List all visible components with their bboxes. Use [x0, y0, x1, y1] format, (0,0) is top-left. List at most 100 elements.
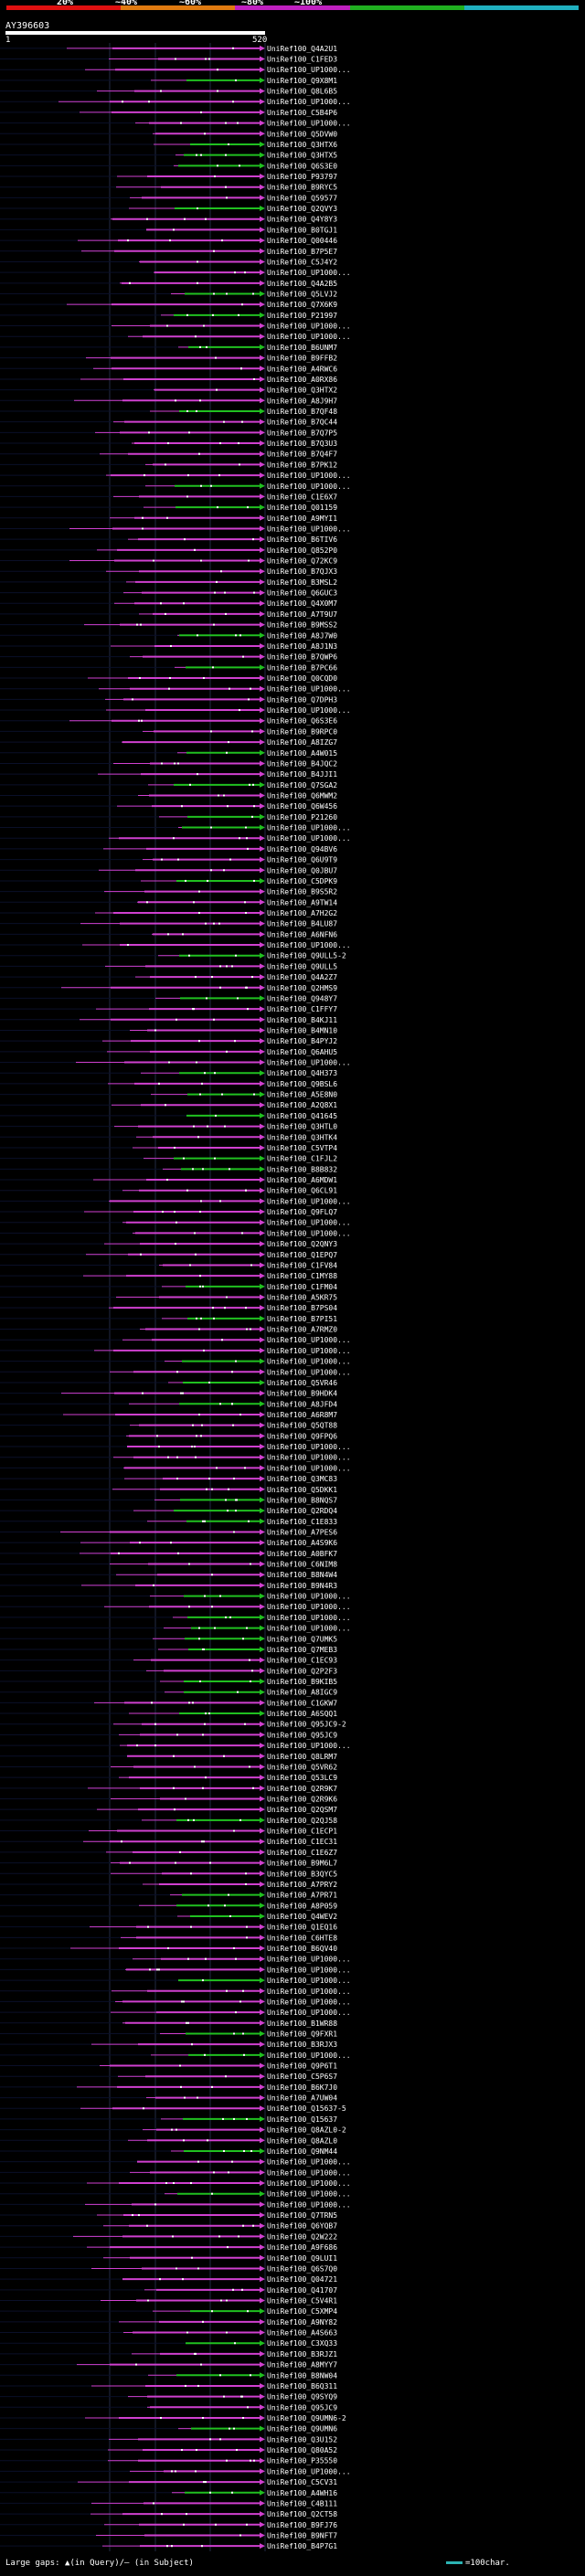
- hit-label[interactable]: UniRef100_C1FJL2: [267, 1155, 337, 1163]
- hit-label[interactable]: UniRef100_UP1000...: [267, 685, 351, 694]
- hit-label[interactable]: UniRef100_Q5LVJ2: [267, 291, 337, 299]
- hit-label[interactable]: UniRef100_UP1000...: [267, 1368, 351, 1376]
- hit-label[interactable]: UniRef100_Q15637-5: [267, 2104, 346, 2113]
- hit-label[interactable]: UniRef100_P21997: [267, 312, 337, 320]
- hit-label[interactable]: UniRef100_Q5DVW0: [267, 130, 337, 138]
- hit-label[interactable]: UniRef100_UP1000...: [267, 706, 351, 715]
- hit-label[interactable]: UniRef100_B9KIB5: [267, 1678, 337, 1686]
- hit-label[interactable]: UniRef100_C4B111: [267, 2499, 337, 2507]
- hit-label[interactable]: UniRef100_C1FED3: [267, 56, 337, 64]
- hit-label[interactable]: UniRef100_Q9LUI1: [267, 2254, 337, 2263]
- hit-label[interactable]: UniRef100_Q8AZL0: [267, 2136, 337, 2145]
- hit-label[interactable]: UniRef100_UP1000...: [267, 2158, 351, 2167]
- hit-label[interactable]: UniRef100_A7PES6: [267, 1528, 337, 1536]
- hit-label[interactable]: UniRef100_A8J9H7: [267, 397, 337, 405]
- hit-label[interactable]: UniRef100_Q41707: [267, 2286, 337, 2295]
- hit-label[interactable]: UniRef100_B7QJX3: [267, 567, 337, 576]
- hit-label[interactable]: UniRef100_C5B4P6: [267, 109, 337, 117]
- hit-label[interactable]: UniRef100_A6R8M7: [267, 1411, 337, 1419]
- hit-label[interactable]: UniRef100_B4JJI1: [267, 770, 337, 779]
- hit-label[interactable]: UniRef100_B8NQS7: [267, 1496, 337, 1504]
- hit-label[interactable]: UniRef100_A8J1N3: [267, 642, 337, 651]
- hit-label[interactable]: UniRef100_UP1000...: [267, 472, 351, 480]
- hit-label[interactable]: UniRef100_C1EC93: [267, 1657, 337, 1665]
- hit-label[interactable]: UniRef100_Q59577: [267, 194, 337, 202]
- hit-label[interactable]: UniRef100_C3XQ33: [267, 2339, 337, 2348]
- hit-label[interactable]: UniRef100_Q9UMN6-2: [267, 2414, 346, 2422]
- hit-label[interactable]: UniRef100_C1MY88: [267, 1272, 337, 1280]
- hit-label[interactable]: UniRef100_B4LU87: [267, 920, 337, 928]
- hit-label[interactable]: UniRef100_Q6MWM2: [267, 792, 337, 800]
- hit-label[interactable]: UniRef100_B3MSL2: [267, 578, 337, 587]
- hit-label[interactable]: UniRef100_Q8AZL0-2: [267, 2126, 346, 2135]
- hit-label[interactable]: UniRef100_Q01159: [267, 504, 337, 512]
- hit-label[interactable]: UniRef100_B7P5E7: [267, 248, 337, 256]
- hit-label[interactable]: UniRef100_B9RPC0: [267, 727, 337, 736]
- hit-label[interactable]: UniRef100_UP1000...: [267, 1358, 351, 1366]
- hit-label[interactable]: UniRef100_Q7X6K9: [267, 301, 337, 309]
- hit-label[interactable]: UniRef100_UP1000...: [267, 1219, 351, 1227]
- hit-label[interactable]: UniRef100_B9FFB2: [267, 355, 337, 363]
- hit-label[interactable]: UniRef100_A5KR75: [267, 1294, 337, 1302]
- hit-label[interactable]: UniRef100_B7Q7P5: [267, 429, 337, 437]
- hit-label[interactable]: UniRef100_A4WH16: [267, 2489, 337, 2497]
- hit-label[interactable]: UniRef100_Q6S7Q0: [267, 2264, 337, 2273]
- hit-label[interactable]: UniRef100_UP1000...: [267, 1998, 351, 2006]
- hit-label[interactable]: UniRef100_Q3HTX5: [267, 152, 337, 160]
- hit-label[interactable]: UniRef100_Q9BSL6: [267, 1080, 337, 1088]
- hit-label[interactable]: UniRef100_Q6U9T9: [267, 856, 337, 864]
- hit-label[interactable]: UniRef100_B9N4R3: [267, 1582, 337, 1590]
- hit-label[interactable]: UniRef100_A7PRY2: [267, 1881, 337, 1889]
- hit-label[interactable]: UniRef100_A7RMZ0: [267, 1326, 337, 1334]
- hit-label[interactable]: UniRef100_A6NFN6: [267, 930, 337, 938]
- hit-label[interactable]: UniRef100_Q9SYQ9: [267, 2393, 337, 2401]
- hit-label[interactable]: UniRef100_B9M6L7: [267, 1860, 337, 1868]
- hit-label[interactable]: UniRef100_A5E8N0: [267, 1091, 337, 1099]
- hit-label[interactable]: UniRef100_B4MN10: [267, 1026, 337, 1034]
- hit-label[interactable]: UniRef100_UP1000...: [267, 98, 351, 106]
- hit-label[interactable]: UniRef100_C5P6S7: [267, 2072, 337, 2081]
- hit-label[interactable]: UniRef100_A6SQQ1: [267, 1710, 337, 1718]
- hit-label[interactable]: UniRef100_UP1000...: [267, 1059, 351, 1067]
- hit-label[interactable]: UniRef100_Q3MC83: [267, 1475, 337, 1483]
- hit-label[interactable]: UniRef100_UP1000...: [267, 1593, 351, 1601]
- hit-label[interactable]: UniRef100_A8JFD4: [267, 1400, 337, 1408]
- hit-label[interactable]: UniRef100_UP1000...: [267, 824, 351, 832]
- hit-label[interactable]: UniRef100_UP1000...: [267, 2200, 351, 2209]
- hit-label[interactable]: UniRef100_B7QC44: [267, 419, 337, 427]
- hit-label[interactable]: UniRef100_Q2QVY3: [267, 205, 337, 213]
- hit-label[interactable]: UniRef100_Q1EPQ7: [267, 1251, 337, 1259]
- hit-label[interactable]: UniRef100_C1FM04: [267, 1283, 337, 1291]
- hit-label[interactable]: UniRef100_B7Q4F7: [267, 451, 337, 459]
- hit-label[interactable]: UniRef100_Q7TRN5: [267, 2211, 337, 2220]
- hit-label[interactable]: UniRef100_B6UNM7: [267, 344, 337, 352]
- hit-label[interactable]: UniRef100_C5J4Y2: [267, 258, 337, 266]
- hit-label[interactable]: UniRef100_C6NIM8: [267, 1561, 337, 1569]
- hit-label[interactable]: UniRef100_C5CV31: [267, 2478, 337, 2486]
- hit-label[interactable]: UniRef100_Q7SGA2: [267, 781, 337, 790]
- hit-label[interactable]: UniRef100_B9NFT7: [267, 2531, 337, 2539]
- hit-label[interactable]: UniRef100_A0RX86: [267, 376, 337, 384]
- hit-label[interactable]: UniRef100_UP1000...: [267, 1988, 351, 1996]
- hit-label[interactable]: UniRef100_B9S5R2: [267, 888, 337, 896]
- hit-label[interactable]: UniRef100_B7QWP6: [267, 653, 337, 662]
- hit-label[interactable]: UniRef100_Q8L6B5: [267, 88, 337, 96]
- hit-label[interactable]: UniRef100_Q0CQD0: [267, 674, 337, 683]
- hit-label[interactable]: UniRef100_Q9P6T1: [267, 2062, 337, 2071]
- hit-label[interactable]: UniRef100_Q2RDQ4: [267, 1507, 337, 1515]
- hit-label[interactable]: UniRef100_UP1000...: [267, 2168, 351, 2177]
- hit-label[interactable]: UniRef100_Q2W222: [267, 2232, 337, 2241]
- hit-label[interactable]: UniRef100_B6QV40: [267, 1945, 337, 1953]
- hit-label[interactable]: UniRef100_Q95JC9: [267, 1731, 337, 1739]
- hit-label[interactable]: UniRef100_Q7MEB3: [267, 1646, 337, 1654]
- hit-label[interactable]: UniRef100_B4P7G1: [267, 2542, 337, 2550]
- hit-label[interactable]: UniRef100_UP1000...: [267, 2009, 351, 2017]
- hit-label[interactable]: UniRef100_Q6AHU5: [267, 1048, 337, 1056]
- hit-label[interactable]: UniRef100_Q7DPH3: [267, 695, 337, 704]
- hit-label[interactable]: UniRef100_B7PK12: [267, 461, 337, 469]
- hit-label[interactable]: UniRef100_UP1000...: [267, 1229, 351, 1237]
- hit-label[interactable]: UniRef100_A6MDW1: [267, 1176, 337, 1184]
- hit-label[interactable]: UniRef100_Q5DKK1: [267, 1486, 337, 1494]
- hit-label[interactable]: UniRef100_A7H2G2: [267, 909, 337, 917]
- hit-label[interactable]: UniRef100_Q80A52: [267, 2446, 337, 2454]
